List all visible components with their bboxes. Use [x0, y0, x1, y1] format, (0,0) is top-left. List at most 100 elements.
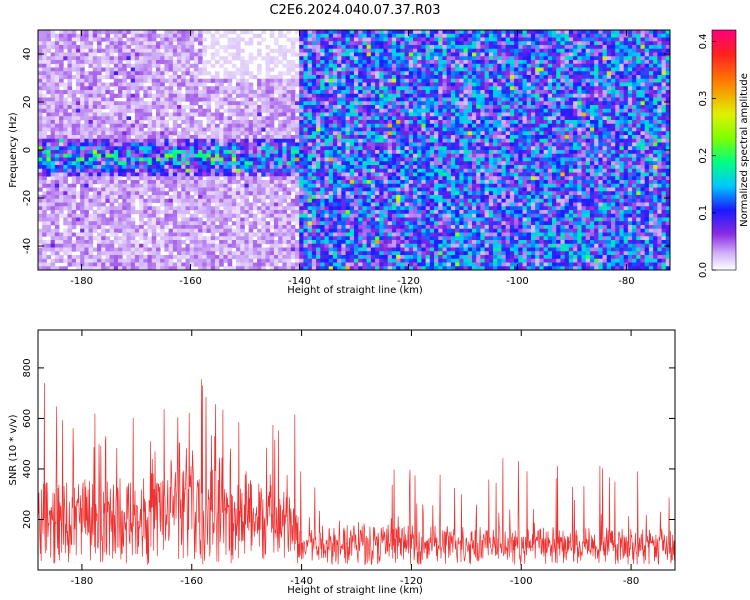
- heatmap-cell: [299, 221, 304, 226]
- heatmap-cell: [273, 63, 279, 68]
- heatmap-cell: [269, 168, 275, 173]
- heatmap-cell: [227, 183, 233, 188]
- heatmap-cell: [168, 93, 174, 98]
- heatmap-cell: [244, 202, 250, 207]
- heatmap-cell: [185, 180, 191, 185]
- heatmap-cell: [332, 135, 338, 140]
- heatmap-cell: [181, 108, 186, 113]
- heatmap-cell: [286, 37, 292, 42]
- heatmap-cell: [164, 206, 170, 211]
- heatmap-cell: [257, 262, 262, 267]
- heatmap-cell: [265, 206, 271, 211]
- heatmap-cell: [84, 213, 89, 218]
- heatmap-cell: [84, 258, 89, 263]
- heatmap-cell: [290, 146, 296, 151]
- heatmap-cell: [286, 127, 292, 132]
- heatmap-cell: [328, 165, 334, 170]
- heatmap-cell: [332, 202, 338, 207]
- heatmap-cell: [75, 97, 81, 102]
- heatmap-cell: [172, 221, 178, 226]
- heatmap-cell: [219, 56, 224, 61]
- heatmap-cell: [214, 183, 220, 188]
- heatmap-cell: [63, 195, 68, 200]
- heatmap-cell: [54, 105, 60, 110]
- heatmap-cell: [126, 236, 132, 241]
- heatmap-cell: [299, 82, 304, 87]
- heatmap-cell: [126, 221, 132, 226]
- heatmap-cell: [223, 172, 228, 177]
- heatmap-cell: [244, 217, 250, 222]
- heatmap-cell: [345, 266, 351, 270]
- heatmap-cell: [370, 142, 376, 147]
- heatmap-cell: [320, 255, 325, 260]
- heatmap-cell: [387, 217, 393, 222]
- heatmap-cell: [109, 116, 115, 121]
- heatmap-cell: [236, 120, 241, 125]
- heatmap-cell: [341, 37, 346, 42]
- heatmap-cell: [269, 255, 275, 260]
- heatmap-cell: [46, 142, 52, 147]
- heatmap-cell: [143, 52, 148, 57]
- heatmap-cell: [92, 180, 98, 185]
- heatmap-cell: [96, 33, 102, 38]
- heatmap-cell: [295, 262, 300, 267]
- heatmap-cell: [290, 37, 296, 42]
- heatmap-cell: [139, 75, 144, 80]
- heatmap-cell: [210, 266, 216, 270]
- heatmap-cell: [109, 243, 115, 248]
- heatmap-cell: [109, 221, 115, 226]
- heatmap-cell: [88, 127, 94, 132]
- heatmap-cell: [303, 45, 309, 50]
- heatmap-cell: [126, 262, 132, 267]
- heatmap-cell: [286, 101, 292, 106]
- heatmap-cell: [265, 157, 271, 162]
- heatmap-cell: [168, 90, 174, 95]
- heatmap-cell: [316, 255, 321, 260]
- heatmap-cell: [307, 101, 313, 106]
- heatmap-cell: [130, 187, 136, 192]
- heatmap-cell: [147, 131, 153, 136]
- heatmap-cell: [349, 67, 355, 72]
- heatmap-cell: [366, 56, 372, 61]
- heatmap-cell: [362, 240, 368, 245]
- heatmap-cell: [332, 221, 338, 226]
- heatmap-cell: [202, 195, 207, 200]
- heatmap-cell: [88, 206, 94, 211]
- heatmap-cell: [54, 97, 60, 102]
- heatmap-cell: [143, 123, 148, 128]
- heatmap-cell: [155, 67, 161, 72]
- heatmap-cell: [278, 243, 283, 248]
- heatmap-cell: [299, 108, 304, 113]
- heatmap-cell: [59, 176, 64, 181]
- heatmap-cell: [172, 37, 178, 42]
- heatmap-cell: [134, 127, 140, 132]
- heatmap-cell: [214, 266, 220, 270]
- heatmap-cell: [320, 48, 325, 53]
- heatmap-cell: [257, 146, 262, 151]
- heatmap-cell: [59, 146, 64, 151]
- heatmap-cell: [80, 251, 85, 256]
- heatmap-cell: [345, 131, 351, 136]
- heatmap-cell: [54, 202, 60, 207]
- heatmap-cell: [362, 266, 368, 270]
- heatmap-cell: [261, 225, 266, 230]
- heatmap-cell: [383, 48, 389, 53]
- heatmap-cell: [168, 232, 174, 237]
- heatmap-cell: [105, 101, 111, 106]
- heatmap-cell: [265, 210, 271, 215]
- heatmap-cell: [223, 247, 228, 252]
- heatmap-cell: [236, 258, 241, 263]
- heatmap-cell: [172, 236, 178, 241]
- heatmap-cell: [160, 123, 165, 128]
- heatmap-cell: [265, 116, 271, 121]
- heatmap-cell: [223, 138, 228, 143]
- heatmap-cell: [122, 93, 127, 98]
- heatmap-cell: [105, 48, 111, 53]
- heatmap-cell: [328, 56, 334, 61]
- heatmap-cell: [341, 120, 346, 125]
- heatmap-cell: [46, 228, 52, 233]
- heatmap-cell: [324, 142, 330, 147]
- heatmap-cell: [240, 157, 245, 162]
- heatmap-cell: [210, 86, 216, 91]
- heatmap-cell: [134, 180, 140, 185]
